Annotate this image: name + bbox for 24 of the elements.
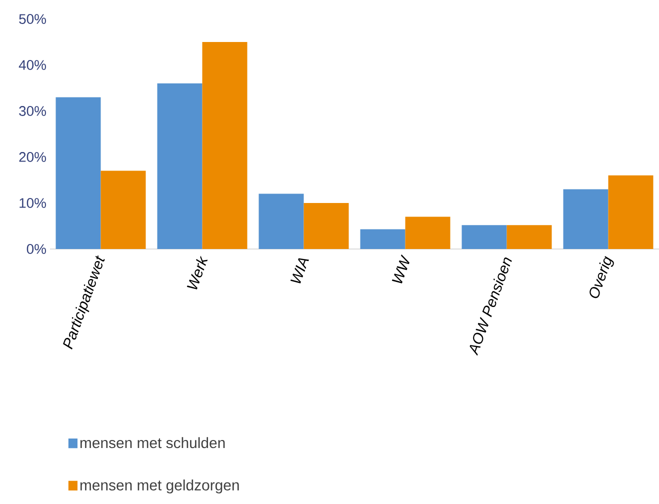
x-tick-label: WW: [392, 254, 410, 284]
y-tick-label: 10%: [20, 198, 46, 208]
y-tick-label: 30%: [19, 106, 46, 116]
bar: [100, 170, 146, 249]
bar: [304, 203, 349, 249]
x-tick-label: Werk: [186, 256, 208, 290]
bar: [563, 189, 608, 249]
y-tick-label: 0%: [26, 244, 46, 254]
bar: [157, 83, 202, 249]
bar: [202, 42, 248, 249]
y-tick-label: 40%: [18, 60, 46, 70]
bar: [360, 229, 406, 249]
legend-label: mensen met schulden: [80, 437, 225, 448]
legend-label: mensen met geldzorgen: [80, 479, 239, 494]
x-tick-label: WIA: [290, 258, 309, 284]
bar: [462, 225, 507, 249]
bar: [405, 216, 450, 249]
bar: [56, 97, 101, 249]
x-tick-label: Overig: [590, 256, 614, 298]
bar: [258, 194, 304, 249]
bar: [608, 175, 654, 249]
bar: [506, 225, 552, 249]
y-tick-label: 20%: [19, 152, 46, 162]
y-tick-label: 50%: [19, 14, 46, 24]
